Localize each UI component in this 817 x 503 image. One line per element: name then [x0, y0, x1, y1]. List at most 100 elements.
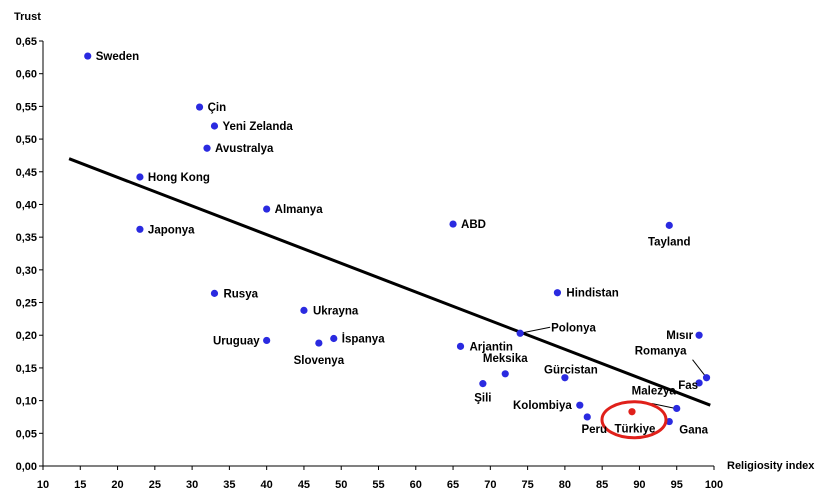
data-point	[673, 404, 681, 413]
tick-labels: 10 15 20 25 30 35 40 45 50 55 60 65 70 75 80 85 90 95 100 0…	[16, 36, 724, 491]
data-point	[501, 370, 509, 378]
data-points	[84, 52, 711, 440]
y-tick-label: 0,55	[16, 101, 37, 113]
x-tick-label: 60	[410, 479, 422, 491]
y-tick-label: 0,10	[16, 396, 37, 408]
point-label: Polonya	[551, 322, 596, 334]
x-tick-label: 90	[633, 479, 645, 491]
point-label: Almanya	[275, 204, 324, 216]
data-point	[576, 401, 584, 409]
y-tick-label: 0,15	[16, 363, 37, 375]
leader-line	[520, 326, 551, 334]
x-tick-label: 10	[37, 479, 49, 491]
data-point	[479, 380, 487, 388]
y-tick-label: 0,00	[16, 461, 37, 473]
y-tick-label: 0,50	[16, 134, 37, 146]
leader-line	[692, 359, 707, 379]
point-label: Hindistan	[566, 288, 618, 300]
x-tick-label: 15	[74, 479, 86, 491]
highlight-circle	[600, 400, 668, 440]
point-label: Gana	[679, 425, 708, 437]
data-point	[695, 379, 703, 387]
data-point	[263, 336, 271, 345]
data-point	[583, 413, 591, 421]
y-axis-title: Trust	[14, 11, 41, 23]
point-label: Peru	[581, 424, 607, 436]
data-point	[210, 289, 219, 297]
data-point	[263, 205, 271, 213]
point-label: Arjantin	[470, 341, 513, 353]
x-tick-label: 100	[705, 479, 723, 491]
point-label: Gürcistan	[544, 365, 598, 377]
y-tick-label: 0,25	[16, 298, 37, 310]
x-tick-label: 80	[559, 479, 571, 491]
data-point	[456, 342, 465, 350]
point-label: Rusya	[223, 288, 258, 300]
x-tick-label: 75	[521, 479, 533, 491]
x-tick-label: 20	[111, 479, 123, 491]
x-tick-label: 95	[671, 479, 683, 491]
point-label: Malezya	[632, 385, 677, 397]
point-label: Şili	[474, 393, 491, 405]
point-label: ABD	[461, 219, 486, 231]
x-tick-label: 55	[372, 479, 384, 491]
y-tick-label: 0,40	[16, 199, 37, 211]
data-point	[330, 334, 338, 343]
y-tick-label: 0,60	[16, 69, 37, 81]
x-tick-label: 30	[186, 479, 198, 491]
point-label: Türkiye	[615, 424, 656, 436]
point-label: Kolombiya	[513, 400, 572, 412]
point-label: Hong Kong	[148, 172, 210, 184]
x-tick-label: 65	[447, 479, 459, 491]
point-label: Slovenya	[294, 355, 345, 367]
y-tick-label: 0,45	[16, 167, 37, 179]
trendline-group	[68, 157, 711, 407]
point-label: Japonya	[148, 224, 195, 236]
y-tick-label: 0,65	[16, 36, 37, 48]
data-point	[136, 225, 144, 233]
x-tick-label: 25	[149, 479, 161, 491]
data-point	[84, 52, 92, 60]
leader-lines	[520, 326, 707, 409]
y-tick-label: 0,30	[16, 265, 37, 277]
point-labels: Sweden Çin Yeni Zelanda Avustralya Hong Kong…	[96, 51, 709, 437]
x-axis-title: Religiosity index	[727, 460, 815, 472]
point-label: Romanya	[635, 346, 687, 358]
point-label: İspanya	[342, 333, 385, 346]
data-point	[203, 144, 211, 152]
point-label: Sweden	[96, 51, 139, 63]
point-label: Tayland	[648, 236, 691, 248]
data-point	[561, 374, 569, 382]
y-tick-label: 0,35	[16, 232, 37, 244]
axes	[42, 41, 714, 467]
data-point	[702, 374, 711, 382]
trendline	[68, 157, 711, 407]
x-tick-label: 40	[261, 479, 273, 491]
point-label: Ukrayna	[313, 305, 359, 317]
x-tick-label: 70	[484, 479, 496, 491]
point-label: Çin	[208, 102, 227, 114]
data-point	[695, 331, 703, 339]
data-point	[136, 173, 144, 181]
data-point	[210, 122, 219, 130]
data-point	[315, 339, 323, 347]
y-tick-label: 0,20	[16, 330, 37, 342]
point-label: Meksika	[483, 353, 528, 365]
point-label: Mısır	[666, 330, 693, 342]
data-point	[195, 103, 204, 111]
leader-line	[651, 402, 676, 409]
x-tick-label: 45	[298, 479, 310, 491]
data-point	[300, 306, 308, 314]
x-tick-label: 85	[596, 479, 608, 491]
data-point	[553, 289, 562, 297]
data-point	[449, 220, 457, 228]
y-tick-label: 0,05	[16, 428, 37, 440]
point-label: Uruguay	[213, 335, 260, 347]
x-tick-label: 50	[335, 479, 347, 491]
point-label: Avustralya	[215, 143, 274, 155]
point-label: Fas	[678, 380, 698, 392]
data-point	[665, 221, 673, 229]
data-point	[628, 408, 636, 416]
data-point	[516, 329, 524, 337]
